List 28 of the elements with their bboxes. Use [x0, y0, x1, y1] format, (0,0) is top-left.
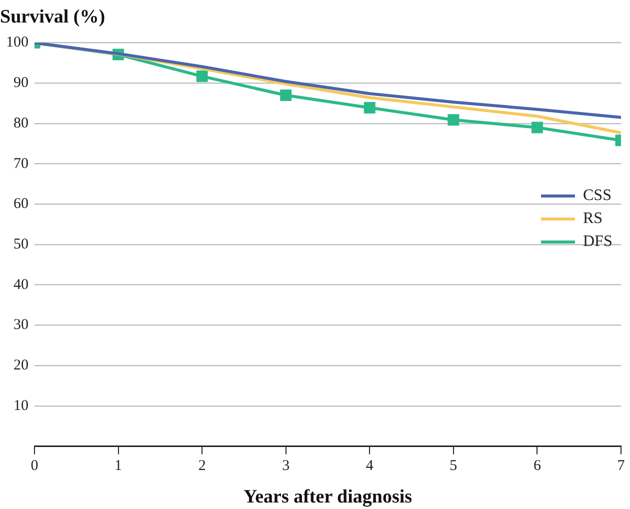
- y-tick-label: 80: [14, 115, 28, 132]
- x-tick-label: 6: [533, 458, 542, 474]
- point: [531, 122, 543, 134]
- x-tick-label: 2: [198, 458, 206, 474]
- y-tick-label: 100: [6, 34, 28, 51]
- point: [196, 70, 208, 82]
- y-tick-label: 20: [14, 357, 28, 374]
- y-tick-label: 60: [14, 196, 28, 212]
- x-tick-label: 0: [30, 458, 38, 474]
- point: [448, 114, 460, 126]
- y-tick-label: 10: [14, 398, 28, 414]
- y-tick-label: 40: [14, 276, 28, 293]
- legend-label: DFS: [583, 233, 612, 250]
- y-tick-label: 30: [14, 317, 28, 334]
- x-tick-label: 1: [114, 458, 122, 474]
- legend-label: CSS: [583, 187, 612, 204]
- y-tick-label: 90: [14, 75, 28, 92]
- x-tick-label: 7: [617, 458, 626, 474]
- x-tick-label: 4: [366, 458, 374, 474]
- point: [364, 102, 376, 114]
- point: [280, 90, 292, 101]
- x-tick-label: 5: [450, 458, 458, 474]
- legend-label: RS: [583, 210, 603, 228]
- chart-title: Survival (%): [0, 6, 106, 28]
- y-tick-label: 50: [14, 236, 28, 252]
- x-tick-label: 3: [282, 458, 290, 474]
- y-tick-label: 70: [14, 156, 28, 172]
- x-axis-title: Years after diagnosis: [243, 486, 412, 508]
